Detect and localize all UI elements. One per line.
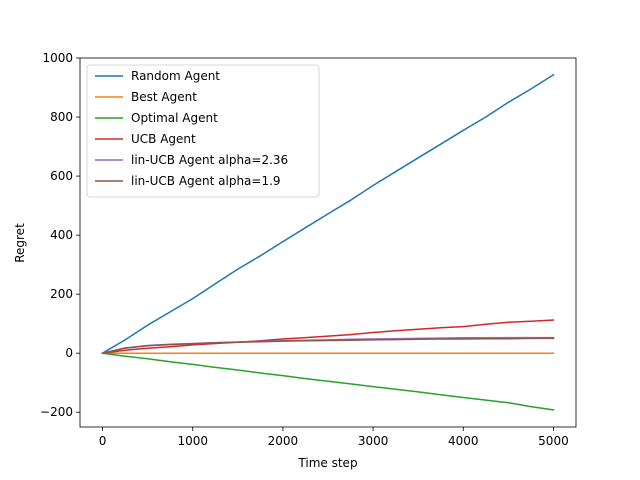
legend-label-4: lin-UCB Agent alpha=2.36 [131, 153, 288, 167]
y-tick-label-5: 800 [50, 110, 73, 124]
legend: Random Agent Best Agent Optimal Agent UCB A… [86, 64, 320, 198]
y-axis-label: Regret [13, 223, 27, 263]
legend-box [86, 64, 320, 198]
x-tick-label-0: 0 [99, 434, 107, 448]
legend-label-5: lin-UCB Agent alpha=1.9 [131, 174, 281, 188]
plot-frame [79, 57, 577, 428]
y-tick-label-4: 600 [50, 169, 73, 183]
series-line-3 [101, 319, 555, 355]
x-tick-label-3: 3000 [358, 434, 389, 448]
y-tick-label-2: 200 [50, 287, 73, 301]
plot-lines [101, 73, 555, 411]
ticks: 0 1000 2000 3000 4000 5000 −200 0 200 400 600 800 10… [40, 51, 569, 448]
x-tick-label-4: 4000 [448, 434, 479, 448]
y-tick-label-0: −200 [40, 405, 73, 419]
series-line-5 [101, 337, 555, 355]
x-tick-label-1: 1000 [177, 434, 208, 448]
y-tick-label-1: 0 [65, 346, 73, 360]
legend-label-0: Random Agent [131, 69, 220, 83]
legend-label-3: UCB Agent [131, 132, 196, 146]
y-tick-label-3: 400 [50, 228, 73, 242]
x-tick-label-5: 5000 [538, 434, 569, 448]
legend-label-1: Best Agent [131, 90, 197, 104]
x-axis-label: Time step [297, 456, 357, 470]
x-tick-label-2: 2000 [268, 434, 299, 448]
legend-label-2: Optimal Agent [131, 111, 218, 125]
series-line-2 [101, 352, 555, 411]
axes [79, 57, 577, 428]
series-line-0 [101, 73, 555, 355]
y-tick-label-6: 1000 [42, 51, 73, 65]
